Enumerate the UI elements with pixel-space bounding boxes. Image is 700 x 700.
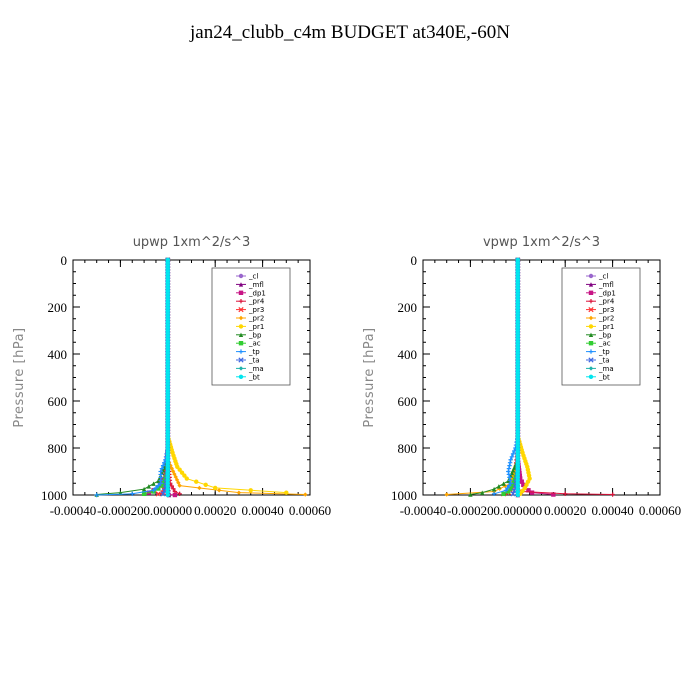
legend-label: _ma	[248, 365, 264, 373]
legend-label: _bp	[248, 331, 262, 339]
x-tick-label: 0.00040	[241, 503, 283, 518]
legend-label: _dp1	[598, 289, 616, 297]
x-tick-label: -0.00020	[447, 503, 494, 518]
panel-title: upwp 1xm^2/s^3	[133, 235, 251, 250]
legend-label: _pr3	[248, 306, 264, 314]
legend-label: _pr1	[598, 323, 614, 331]
legend-label: _dp1	[248, 289, 266, 297]
x-tick-label: 0.00060	[289, 503, 331, 518]
series-line	[446, 260, 519, 495]
panel-title: vpwp 1xm^2/s^3	[483, 235, 600, 250]
x-tick-label: 0.000000	[493, 503, 542, 518]
y-tick-label: 200	[398, 300, 418, 315]
legend-label: _pr1	[248, 323, 264, 331]
y-tick-label: 200	[48, 300, 68, 315]
series-bt	[165, 257, 170, 498]
legend-label: _mfl	[598, 281, 614, 289]
series-dp1	[515, 257, 556, 497]
legend: _cl_mfl_dp1_pr4_pr3_pr2_pr1_bp_ac_tp_ta_…	[211, 267, 291, 386]
chart-panel-vpwp: vpwp 1xm^2/s^3-0.00040 -0.00020 0.000000 0.…	[362, 235, 681, 518]
y-tick-label: 800	[48, 441, 68, 456]
legend-label: _bp	[598, 331, 612, 339]
legend-label: _ta	[598, 357, 610, 365]
y-axis-label: Pressure [hPa]	[12, 327, 27, 427]
x-tick-label: -0.00040	[50, 503, 97, 518]
y-tick-label: 800	[398, 441, 418, 456]
series-line	[493, 260, 519, 495]
legend-label: _tp	[598, 348, 610, 356]
page-title: jan24_clubb_c4m BUDGET at340E,-60N	[190, 22, 510, 43]
legend: _cl_mfl_dp1_pr4_pr3_pr2_pr1_bp_ac_tp_ta_…	[561, 267, 641, 386]
y-tick-label: 600	[48, 394, 68, 409]
series-line	[96, 260, 169, 496]
x-tick-label: 0.00040	[591, 503, 633, 518]
series-pr2	[444, 257, 520, 497]
x-tick-label: 0.00020	[194, 503, 236, 518]
legend-label: _cl	[598, 273, 608, 281]
series-bp	[468, 257, 520, 497]
legend-label: _pr2	[248, 315, 264, 323]
chart-panel-upwp: upwp 1xm^2/s^3-0.00040 -0.00020 0.000000 0.…	[12, 235, 331, 518]
legend-label: _tp	[248, 348, 260, 356]
x-tick-label: -0.00040	[400, 503, 447, 518]
y-tick-label: 0	[411, 253, 418, 268]
series-bt	[515, 257, 520, 498]
y-tick-label: 1000	[41, 488, 67, 503]
legend-box	[561, 267, 641, 386]
x-tick-label: 0.000000	[143, 503, 192, 518]
legend-label: _ta	[248, 357, 260, 365]
y-tick-label: 400	[398, 347, 418, 362]
legend-label: _pr4	[598, 298, 615, 306]
legend-label: _ma	[598, 365, 614, 373]
y-tick-label: 600	[398, 394, 418, 409]
legend-label: _pr2	[598, 315, 614, 323]
legend-label: _pr3	[598, 306, 614, 314]
legend-label: _cl	[248, 273, 258, 281]
legend-box	[211, 267, 291, 386]
legend-label: _pr4	[248, 298, 265, 306]
y-axis-label: Pressure [hPa]	[362, 327, 377, 427]
legend-label: _ac	[248, 340, 261, 348]
y-tick-label: 0	[61, 253, 68, 268]
series-line	[96, 260, 169, 495]
legend-label: _bt	[598, 373, 610, 381]
x-tick-label: -0.00020	[97, 503, 144, 518]
legend-label: _mfl	[248, 281, 264, 289]
legend-label: _bt	[248, 373, 260, 381]
y-tick-label: 400	[48, 347, 68, 362]
series-bp	[94, 257, 170, 497]
x-tick-label: 0.00020	[544, 503, 586, 518]
series-line	[146, 260, 175, 496]
y-tick-label: 1000	[391, 488, 417, 503]
series-line	[143, 260, 169, 495]
x-tick-label: 0.00060	[639, 503, 681, 518]
series-dp1	[146, 257, 178, 498]
series-tp	[94, 257, 170, 498]
legend-label: _ac	[598, 340, 611, 348]
